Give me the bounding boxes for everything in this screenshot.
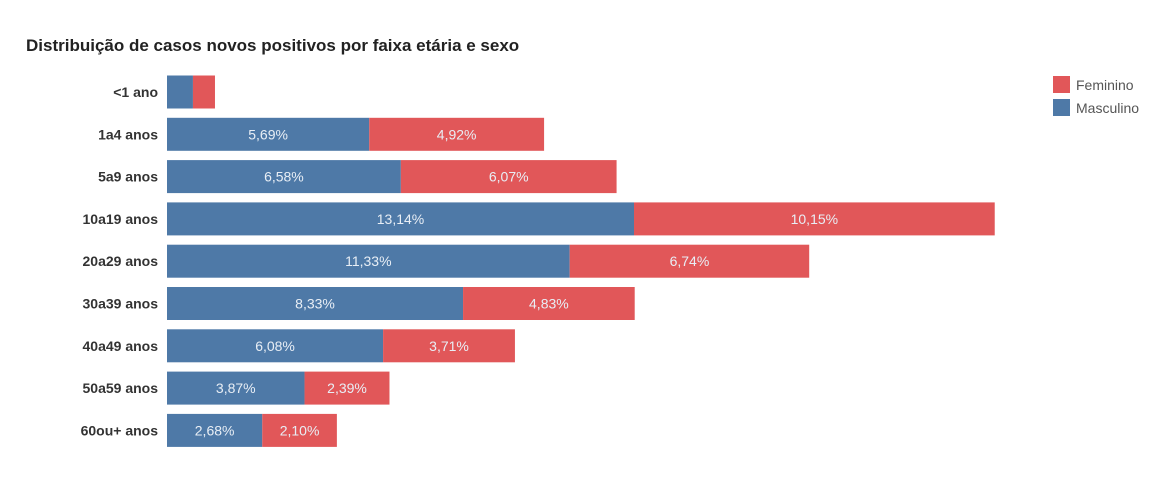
bar-feminino[interactable] — [633, 202, 995, 236]
data-label: 6,58% — [264, 169, 304, 185]
data-label: 4,83% — [529, 296, 569, 312]
data-label: 2,10% — [280, 422, 320, 438]
legend-item-masculino[interactable]: Masculino — [1053, 96, 1139, 119]
bar-masculino[interactable] — [167, 117, 370, 151]
data-label: 6,08% — [255, 338, 295, 354]
data-label: 2,39% — [327, 380, 367, 396]
data-label: 4,92% — [437, 126, 477, 142]
category-label: 5a9 anos — [98, 169, 158, 185]
category-label: <1 ano — [113, 84, 158, 100]
category-label: 50a59 anos — [83, 380, 159, 396]
category-label: 40a49 anos — [83, 338, 159, 354]
bar-masculino[interactable] — [167, 160, 401, 194]
legend-swatch-feminino — [1053, 76, 1070, 93]
bar-feminino[interactable] — [569, 244, 810, 278]
bar-masculino[interactable] — [167, 202, 634, 236]
bar-feminino[interactable] — [262, 413, 337, 447]
legend-label: Masculino — [1076, 99, 1140, 116]
legend-label: Feminino — [1076, 76, 1134, 93]
bar-masculino[interactable] — [167, 329, 384, 363]
chart-title: Distribuição de casos novos positivos po… — [26, 36, 520, 55]
bar-feminino[interactable] — [400, 160, 617, 194]
bar-feminino[interactable] — [463, 287, 635, 320]
data-label: 3,71% — [429, 338, 469, 354]
bar-masculino[interactable] — [167, 371, 305, 405]
category-label: 10a19 anos — [83, 211, 159, 227]
data-label: 13,14% — [377, 211, 424, 227]
category-label: 20a29 anos — [83, 253, 159, 269]
data-label: 2,68% — [195, 422, 235, 438]
bar-feminino[interactable] — [192, 75, 215, 109]
bar-masculino[interactable] — [167, 413, 263, 447]
data-label: 5,69% — [248, 126, 288, 142]
legend: Feminino Masculino — [1053, 73, 1139, 119]
data-label: 11,33% — [345, 253, 391, 269]
legend-item-feminino[interactable]: Feminino — [1053, 73, 1139, 96]
bar-feminino[interactable] — [304, 371, 390, 405]
legend-swatch-masculino — [1053, 99, 1070, 116]
data-label: 3,87% — [216, 380, 256, 396]
category-label: 1a4 anos — [98, 126, 158, 142]
data-label: 10,15% — [791, 211, 838, 227]
category-label: 60ou+ anos — [81, 422, 159, 438]
data-label: 6,74% — [670, 253, 710, 269]
bar-masculino[interactable] — [167, 244, 570, 278]
category-label: 30a39 anos — [83, 296, 159, 312]
bar-masculino[interactable] — [167, 287, 464, 320]
bar-feminino[interactable] — [369, 117, 545, 151]
data-label: 6,07% — [489, 169, 529, 185]
data-label: 8,33% — [295, 296, 335, 312]
bar-feminino[interactable] — [383, 329, 515, 363]
bar-masculino[interactable] — [167, 75, 193, 109]
